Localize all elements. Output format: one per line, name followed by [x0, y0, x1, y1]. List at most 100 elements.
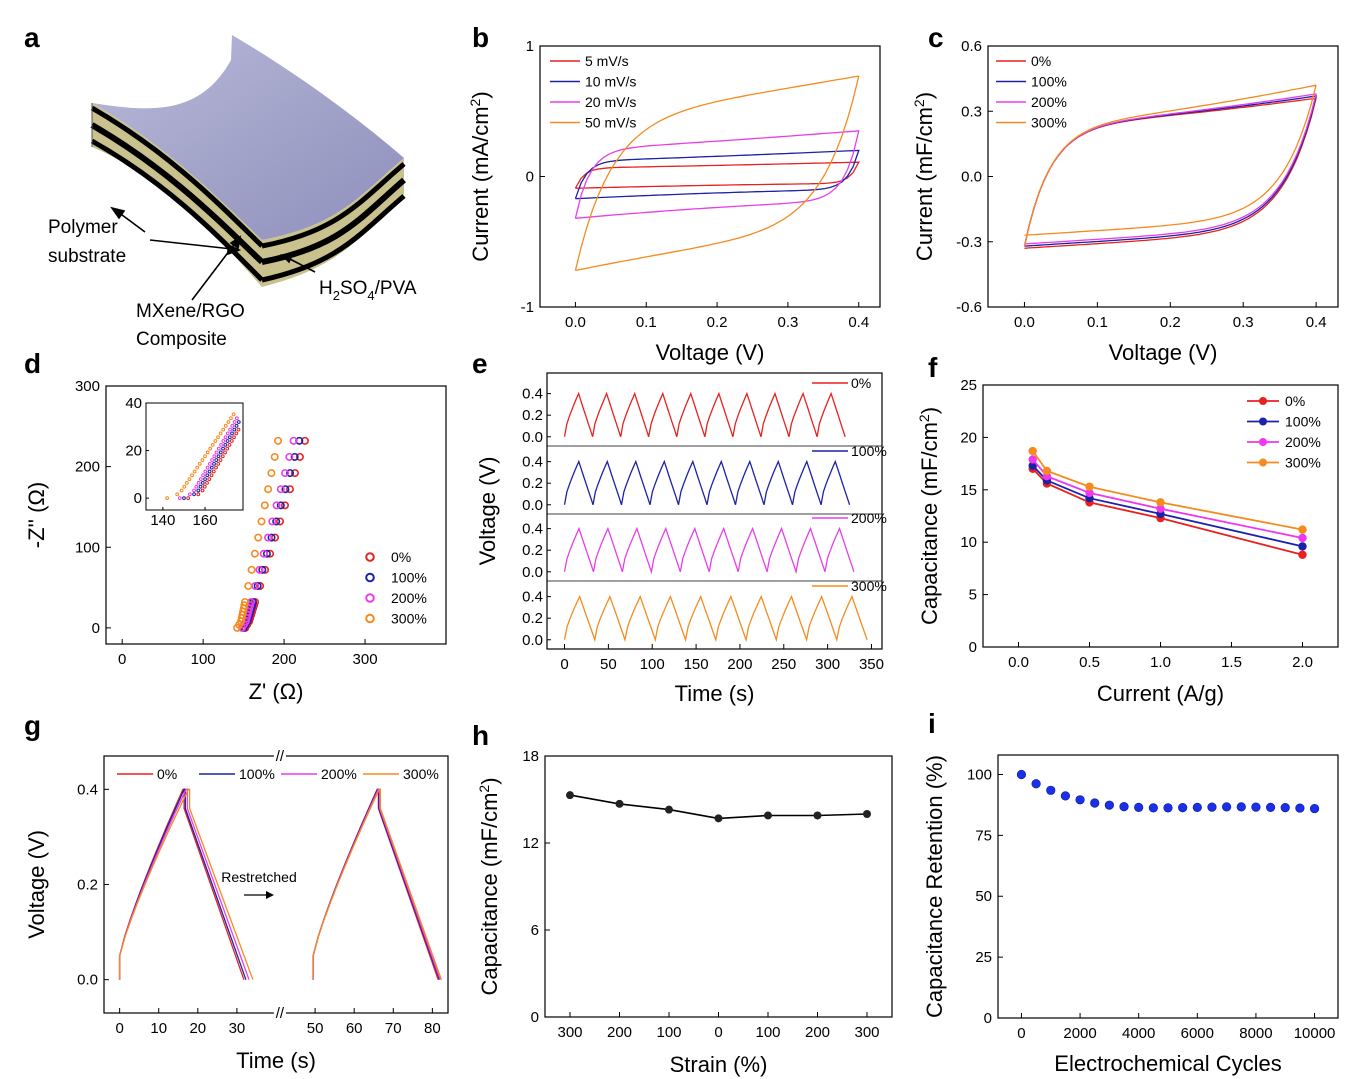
e-xtick-label: 0: [560, 656, 568, 673]
g-break-cover-bottom: [273, 1007, 286, 1019]
d-inset-point-2: [207, 461, 212, 466]
c-xtick-label: 0.0: [1014, 314, 1035, 331]
d-inset-point-2: [212, 454, 217, 459]
e-ytick-label: 0.0: [522, 429, 543, 446]
d-inset-ytick-label: 40: [125, 395, 142, 412]
c-ytick-label: 0.3: [961, 103, 982, 120]
panel-label-g: g: [24, 710, 41, 741]
f-xtick-label: 1.5: [1221, 654, 1242, 671]
d-inset-xtick-label: 140: [150, 512, 175, 529]
i-point: [1134, 802, 1144, 812]
d-point-2: [268, 517, 277, 526]
panel-label-h: h: [472, 720, 489, 751]
d-inset-point-2: [198, 477, 203, 481]
d-inset-point-3: [203, 454, 207, 459]
e-ytick-label: 0.4: [522, 454, 543, 471]
i-point: [1119, 802, 1129, 812]
g-series-1-second: [312, 788, 441, 980]
d-legend-marker: [365, 593, 375, 603]
d-inset-point-2: [203, 469, 208, 474]
g-series-2-second: [312, 788, 441, 980]
d-inset-point-1: [227, 435, 232, 440]
b-ylabel: Current (mA/cm2): [467, 91, 493, 261]
e-ytick-label: 0.4: [522, 589, 543, 606]
d-inset-point-1: [218, 450, 223, 455]
b-legend-label: 20 mV/s: [585, 94, 636, 110]
d-ylabel: -Z'' (Ω): [24, 482, 49, 548]
chart-c: 0.0 0.1 0.2 0.3 0.4 -0.6 -0.3 0.0 0.3 0.6 Voltage …: [911, 38, 1339, 365]
f-legend-marker: [1259, 438, 1267, 446]
d-inset-point-1: [203, 477, 207, 481]
d-inset-point-0: [216, 461, 221, 466]
b-xlabel: Voltage (V): [656, 340, 765, 365]
g-xtick-label: 60: [346, 1020, 363, 1037]
c-ytick-label: -0.3: [956, 234, 982, 251]
d-inset-point-3: [231, 412, 236, 417]
d-point-0: [295, 452, 304, 461]
f-xtick-label: 2.0: [1292, 654, 1313, 671]
f-ytick-label: 10: [960, 534, 977, 551]
f-line-0: [1032, 468, 1303, 556]
d-point-3: [250, 549, 259, 558]
d-point-1: [290, 452, 299, 461]
i-point: [1090, 798, 1100, 808]
d-inset-point-3: [226, 420, 231, 424]
i-point: [1251, 802, 1261, 812]
e-ytick-label: 0.2: [522, 542, 543, 559]
e-ytick-label: 0.4: [522, 386, 543, 403]
g-legend-label: 0%: [157, 766, 177, 782]
i-point: [1016, 769, 1027, 780]
h-ytick-label: 18: [522, 748, 539, 765]
e-ytick-label: 0.2: [522, 407, 543, 424]
d-inset-ytick-label: 0: [134, 490, 142, 507]
f-point-3: [1028, 446, 1037, 456]
d-inset-point-0: [227, 442, 232, 447]
d-inset-point-1: [223, 442, 228, 447]
g-xtick-label: 30: [229, 1020, 246, 1037]
g-annotation-arrowhead: [266, 891, 274, 899]
d-legend-label: 0%: [391, 549, 411, 565]
d-point-3: [240, 601, 249, 610]
f-legend-label: 0%: [1285, 393, 1305, 409]
d-inset-point-3: [216, 435, 220, 440]
d-point-3: [244, 581, 253, 590]
e-ytick-label: 0.0: [522, 564, 543, 581]
d-inset-point-3: [223, 423, 228, 428]
d-inset-point-2: [223, 435, 228, 440]
e-ylabel: Voltage (V): [475, 457, 500, 566]
d-point-0: [261, 565, 270, 574]
d-inset-point-1: [232, 427, 237, 432]
d-point-1: [262, 549, 271, 558]
d-inset-point-0: [205, 480, 209, 485]
e-xtick-label: 100: [640, 656, 665, 673]
f-point-0: [1298, 550, 1307, 559]
g-break-cover-top: [273, 750, 286, 762]
g-legend-label: 300%: [403, 766, 439, 782]
i-ytick-label: 75: [975, 827, 992, 844]
b-series-2: [574, 130, 860, 219]
d-inset-point-3: [175, 492, 180, 497]
layer-top-surface: [92, 35, 404, 240]
i-point: [1236, 802, 1246, 812]
e-xlabel: Time (s): [675, 681, 755, 706]
d-inset-point-1: [209, 465, 214, 470]
i-xtick-label: 0: [1017, 1025, 1025, 1042]
d-inset-point-0: [186, 496, 191, 501]
b-xtick-label: 0.1: [636, 314, 657, 331]
d-point-2: [285, 452, 294, 461]
h-ylabel: Capacitance (mF/cm2): [476, 777, 502, 995]
e-xtick-label: 300: [815, 656, 840, 673]
h-xtick-label: 300: [557, 1024, 582, 1041]
i-xtick-label: 8000: [1239, 1025, 1272, 1042]
d-inset-point-2: [228, 427, 232, 432]
d-ytick-label: 0: [92, 620, 100, 637]
d-inset-point-3: [200, 458, 205, 462]
e-ytick-label: 0.0: [522, 632, 543, 649]
h-xlabel: Strain (%): [670, 1052, 768, 1077]
e-xtick-label: 250: [771, 656, 796, 673]
f-legend-marker: [1259, 458, 1267, 467]
h-point: [665, 805, 673, 814]
i-xtick-label: 10000: [1294, 1025, 1336, 1042]
h-point: [566, 791, 574, 800]
d-point-3: [264, 485, 273, 494]
